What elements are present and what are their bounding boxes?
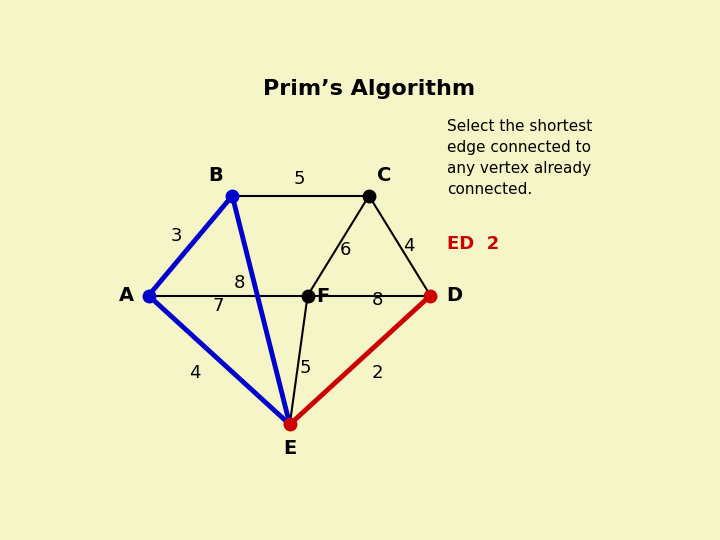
- Text: 5: 5: [294, 170, 305, 188]
- Text: Select the shortest
edge connected to
any vertex already
connected.: Select the shortest edge connected to an…: [447, 119, 593, 197]
- Text: 4: 4: [189, 364, 201, 382]
- Text: A: A: [119, 286, 134, 305]
- Text: E: E: [283, 439, 297, 458]
- Text: C: C: [377, 166, 392, 185]
- Text: 5: 5: [299, 359, 310, 376]
- Text: 6: 6: [339, 241, 351, 259]
- Text: ED  2: ED 2: [447, 235, 500, 253]
- Text: 7: 7: [212, 297, 224, 315]
- Text: 8: 8: [234, 274, 246, 292]
- Text: 4: 4: [403, 237, 415, 255]
- Text: D: D: [446, 286, 462, 305]
- Text: Prim’s Algorithm: Prim’s Algorithm: [263, 79, 475, 99]
- Text: B: B: [208, 166, 223, 185]
- Text: 3: 3: [171, 227, 182, 245]
- Text: 2: 2: [372, 364, 383, 382]
- Text: F: F: [317, 287, 330, 306]
- Text: 8: 8: [372, 291, 383, 309]
